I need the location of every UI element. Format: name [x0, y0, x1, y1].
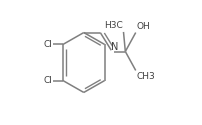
Text: Cl: Cl	[43, 76, 52, 85]
Text: OH: OH	[136, 22, 149, 31]
Text: CH3: CH3	[136, 72, 154, 81]
Text: N: N	[110, 42, 118, 52]
Text: H3C: H3C	[104, 20, 122, 30]
Text: Cl: Cl	[43, 40, 52, 49]
